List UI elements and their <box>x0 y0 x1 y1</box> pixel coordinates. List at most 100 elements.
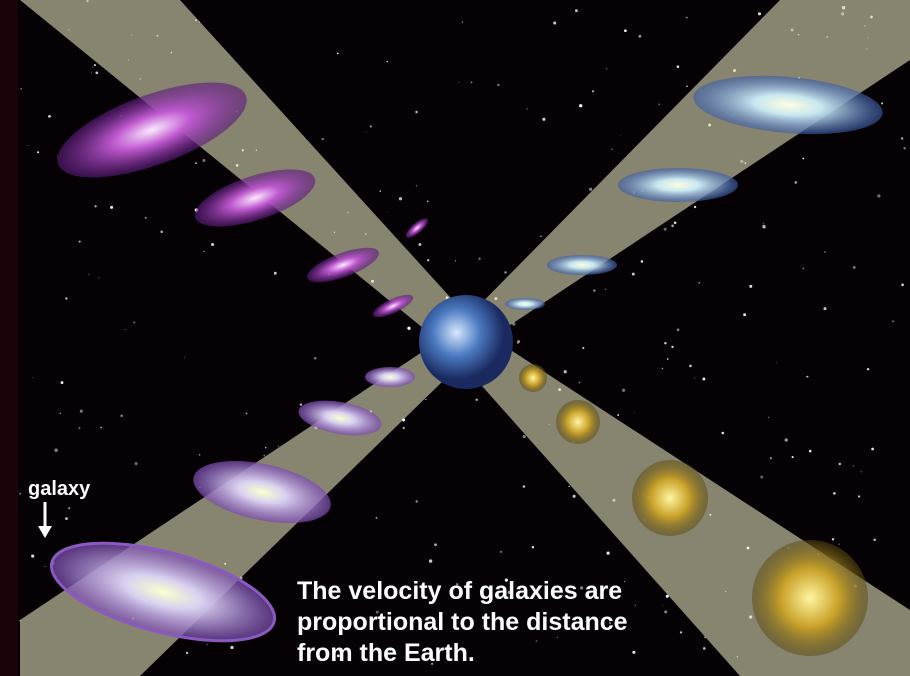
star <box>415 110 418 114</box>
star <box>665 594 669 598</box>
star <box>760 475 764 479</box>
star <box>144 216 147 219</box>
star <box>689 364 692 368</box>
star <box>568 485 570 488</box>
star <box>802 157 805 160</box>
star <box>632 650 636 654</box>
star <box>634 604 636 606</box>
star <box>497 83 500 87</box>
star <box>769 457 773 460</box>
star <box>60 381 64 385</box>
star <box>860 471 862 473</box>
star <box>608 621 612 625</box>
galaxy <box>693 75 883 135</box>
star <box>336 654 340 658</box>
star <box>78 240 81 243</box>
star <box>702 647 706 650</box>
star <box>507 590 511 594</box>
star <box>640 260 644 263</box>
star <box>90 72 92 74</box>
star <box>134 462 138 466</box>
star <box>427 200 429 203</box>
star <box>434 543 437 547</box>
star <box>831 538 835 541</box>
star <box>94 205 97 208</box>
star <box>31 554 35 558</box>
star <box>110 205 114 209</box>
galaxy <box>405 218 429 238</box>
star <box>407 326 411 330</box>
star <box>203 251 205 253</box>
star <box>336 52 339 55</box>
star <box>478 257 481 260</box>
star <box>702 377 706 381</box>
star <box>580 586 584 590</box>
star <box>402 427 405 430</box>
star <box>54 448 58 452</box>
star <box>784 438 788 442</box>
star <box>366 131 368 133</box>
star <box>686 85 688 88</box>
galaxy-label: galaxy <box>28 478 91 500</box>
star <box>623 580 626 583</box>
star <box>418 243 422 246</box>
star <box>791 456 794 459</box>
star <box>838 462 842 466</box>
star <box>871 447 874 451</box>
star <box>638 35 642 38</box>
star <box>133 321 136 324</box>
star <box>624 29 627 33</box>
star <box>375 610 379 614</box>
star <box>762 225 766 229</box>
star <box>824 251 826 254</box>
star <box>379 190 382 192</box>
star <box>92 66 94 68</box>
star <box>582 346 585 349</box>
star <box>802 267 805 270</box>
star <box>386 211 388 213</box>
galaxy <box>365 367 415 387</box>
star <box>522 435 526 439</box>
star <box>664 610 668 614</box>
star <box>671 345 674 349</box>
star <box>78 427 81 430</box>
arrow-head <box>38 526 52 538</box>
star <box>749 284 753 288</box>
star <box>124 329 126 331</box>
star <box>540 235 542 238</box>
star <box>32 377 34 378</box>
star <box>605 288 607 290</box>
star <box>388 647 392 651</box>
star <box>620 134 621 136</box>
star <box>500 550 503 553</box>
galaxies-upper-left <box>57 82 429 318</box>
caption-line: proportional to the distance <box>297 608 628 636</box>
star <box>535 640 538 642</box>
galaxy <box>194 169 316 227</box>
star <box>698 282 700 284</box>
star <box>542 117 546 121</box>
star <box>686 16 688 19</box>
galaxy <box>618 168 738 202</box>
star <box>185 651 189 655</box>
star <box>805 376 808 378</box>
star <box>556 636 558 639</box>
star <box>526 108 528 110</box>
galaxy <box>298 400 382 436</box>
star <box>19 492 22 495</box>
galaxy <box>193 460 331 524</box>
star <box>676 328 680 332</box>
star <box>27 144 29 146</box>
galaxies-upper-right <box>505 75 883 310</box>
star <box>202 159 206 162</box>
star <box>664 341 667 345</box>
star <box>673 221 677 225</box>
star <box>455 583 459 586</box>
star <box>578 381 581 384</box>
star <box>37 151 40 154</box>
star <box>273 271 277 275</box>
star <box>160 230 164 234</box>
star <box>431 662 434 665</box>
star <box>68 507 71 510</box>
galaxies-lower-left <box>49 367 415 643</box>
